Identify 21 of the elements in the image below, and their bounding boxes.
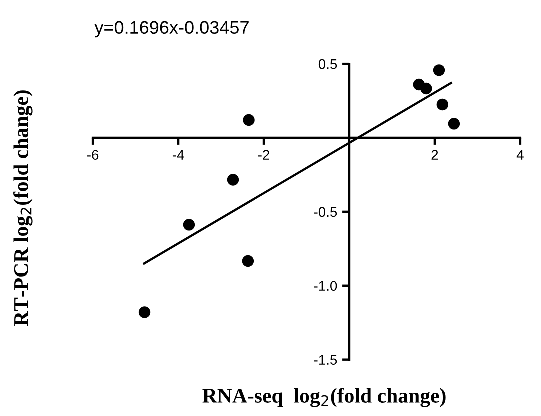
point	[433, 64, 446, 76]
point	[436, 98, 448, 111]
point	[138, 306, 151, 318]
y-tick-label: 0.5	[318, 59, 338, 70]
x-tick-label: 2	[432, 150, 438, 160]
point	[420, 82, 432, 95]
point	[183, 219, 196, 231]
y-tick-label: -1.5	[314, 355, 338, 366]
point	[448, 118, 460, 130]
y-tick-label: -0.5	[314, 207, 338, 218]
x-tick-label: -4	[172, 150, 184, 160]
x-tick-label: 4	[516, 150, 524, 160]
x-tick-label: -2	[258, 150, 270, 160]
point	[227, 174, 240, 186]
text: y=0.1696x-0.03457	[94, 21, 249, 38]
x-tick-label: -6	[87, 150, 99, 160]
x-axis-title: RNA-seq log$_{2}$(fold change)	[202, 388, 446, 408]
point	[243, 114, 255, 126]
point	[242, 255, 254, 268]
y-axis-title: RT-PCR log$_{2}$(fold change)	[14, 90, 33, 326]
y-tick-label: -1.0	[314, 281, 338, 292]
